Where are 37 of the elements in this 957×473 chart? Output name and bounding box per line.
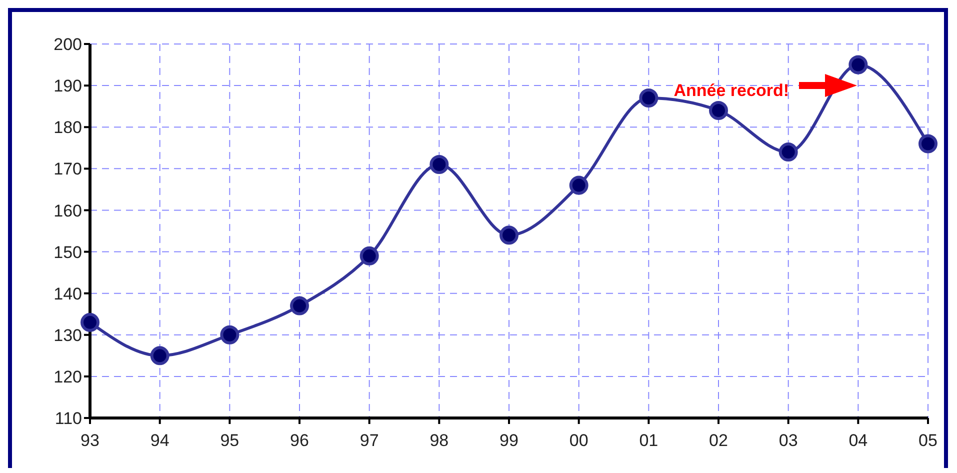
x-tick-label: 98	[430, 431, 449, 450]
y-tick-label: 140	[54, 284, 82, 304]
point	[500, 226, 518, 245]
x-tick-label: 02	[709, 431, 728, 450]
x-tick-label: 99	[500, 431, 518, 450]
x-tick-label: 01	[639, 431, 658, 450]
point	[709, 100, 728, 120]
x-tick-label: 05	[918, 431, 938, 450]
point	[569, 176, 588, 195]
x-tick-label: 00	[569, 431, 588, 450]
y-tick-label: 190	[54, 76, 82, 96]
x-tick-label: 97	[360, 431, 379, 450]
point	[430, 155, 449, 174]
x-tick-label: 03	[778, 431, 798, 450]
annotation: Année record!	[674, 81, 789, 100]
x-tick-label: 04	[848, 431, 868, 450]
y-tick-label: 180	[54, 118, 82, 138]
y-tick-label: 130	[54, 326, 82, 345]
point	[150, 346, 170, 366]
point	[778, 142, 798, 162]
y-tick-label: 200	[54, 35, 82, 54]
point	[80, 312, 100, 332]
point	[918, 134, 938, 154]
y-tick-label: 160	[54, 201, 82, 220]
x-tick-label: 93	[80, 431, 100, 450]
y-tick-label: 150	[54, 242, 82, 262]
point	[639, 88, 658, 108]
point	[290, 296, 309, 316]
x-tick-label: 96	[290, 431, 309, 450]
y-tick-label: 170	[54, 160, 82, 179]
point	[220, 325, 240, 344]
point	[360, 246, 379, 266]
y-tick-label: 110	[54, 409, 82, 428]
y-tick-label: 120	[54, 367, 82, 386]
x-tick-label: 94	[150, 431, 170, 450]
x-tick-label: 95	[220, 431, 240, 450]
point	[848, 55, 868, 74]
